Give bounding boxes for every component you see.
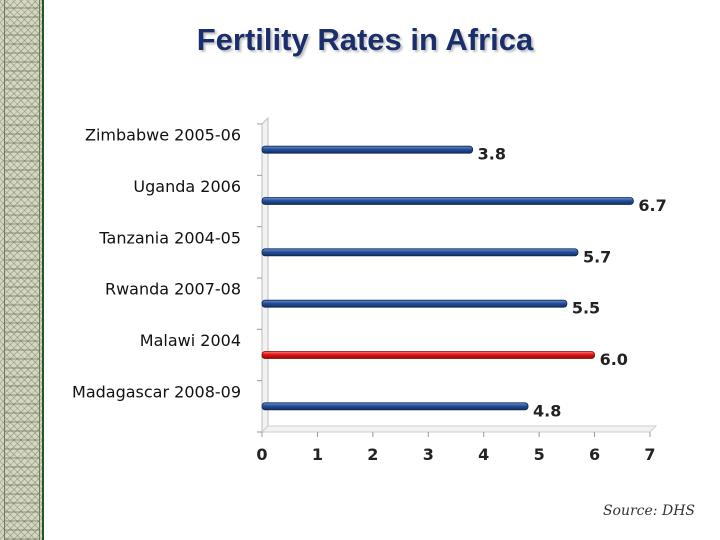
chart-axes: [257, 116, 658, 437]
bar: [261, 351, 595, 359]
value-label: 5.5: [572, 299, 600, 318]
bar: [261, 402, 529, 411]
value-label: 6.7: [638, 196, 666, 215]
source-note: Source: DHS: [602, 503, 695, 519]
decorative-border-pattern: [4, 0, 40, 540]
x-tick-label: 7: [644, 445, 655, 464]
x-tick-label: 5: [534, 445, 545, 464]
x-tick-label: 3: [423, 445, 434, 464]
x-tick-label: 0: [256, 445, 267, 464]
bar: [261, 197, 634, 205]
axis-floor: [260, 425, 658, 433]
decorative-border: [0, 0, 44, 540]
value-label: 6.0: [600, 350, 628, 369]
category-label: Tanzania 2004-05: [98, 228, 241, 247]
value-label: 4.8: [533, 401, 561, 420]
x-tick-label: 6: [589, 445, 600, 464]
category-label: Malawi 2004: [140, 331, 241, 350]
chart-labels: 0 1 2 3 4 5 6 7 Zimbabwe 2005-06 3.8 Uganda 2006 6.…: [72, 126, 667, 464]
category-label: Rwanda 2007-08: [105, 280, 241, 299]
category-label: Madagascar 2008-09: [72, 382, 241, 401]
x-tick-label: 1: [312, 445, 323, 464]
category-label: Zimbabwe 2005-06: [85, 126, 241, 145]
category-label: Uganda 2006: [133, 177, 241, 196]
x-tick-label: 2: [367, 445, 378, 464]
axis-wall: [261, 116, 269, 434]
chart-bars: [261, 145, 634, 411]
chart-title: Fertility Rates in Africa: [196, 22, 534, 57]
bar: [261, 145, 474, 154]
value-label: 5.7: [583, 247, 611, 266]
bar: [261, 299, 568, 308]
x-tick-label: 4: [478, 445, 489, 464]
bar: [261, 248, 579, 257]
value-label: 3.8: [478, 145, 506, 164]
